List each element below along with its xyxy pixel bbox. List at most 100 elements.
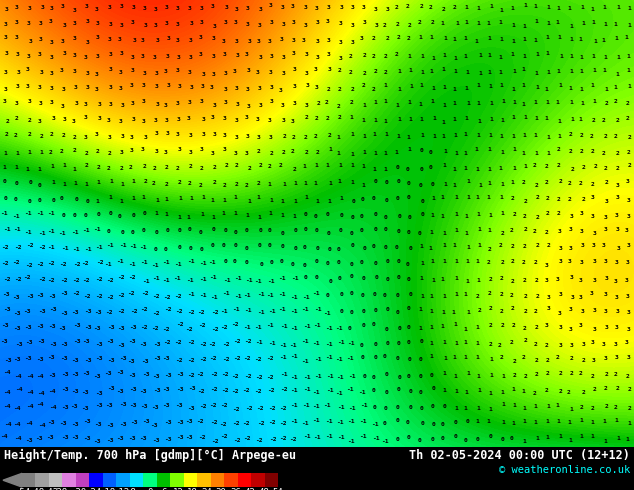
Text: 1: 1 bbox=[211, 215, 215, 221]
Text: -3: -3 bbox=[60, 356, 68, 362]
Text: 3: 3 bbox=[281, 22, 285, 27]
Text: -1: -1 bbox=[301, 421, 309, 426]
Text: 3: 3 bbox=[570, 275, 574, 280]
Text: 1: 1 bbox=[498, 71, 502, 75]
Text: 1: 1 bbox=[282, 182, 286, 187]
Text: -12: -12 bbox=[113, 488, 129, 490]
Text: 3: 3 bbox=[200, 20, 204, 25]
Text: 3: 3 bbox=[86, 71, 90, 75]
Text: 0: 0 bbox=[406, 181, 410, 186]
Text: 2: 2 bbox=[533, 260, 537, 265]
Text: -1: -1 bbox=[96, 245, 103, 250]
Text: -2: -2 bbox=[255, 438, 262, 443]
Text: 3: 3 bbox=[120, 23, 124, 28]
Text: 2: 2 bbox=[305, 115, 309, 120]
Text: 2: 2 bbox=[489, 276, 493, 282]
Text: 3: 3 bbox=[593, 327, 597, 332]
Text: 1: 1 bbox=[476, 259, 479, 265]
Text: 3: 3 bbox=[84, 115, 87, 120]
Text: 0: 0 bbox=[304, 227, 307, 232]
Text: 3: 3 bbox=[304, 24, 307, 28]
Bar bbox=[197, 473, 210, 487]
Text: 48: 48 bbox=[259, 488, 269, 490]
Text: -1: -1 bbox=[290, 343, 297, 348]
Text: 1: 1 bbox=[536, 85, 540, 90]
Text: 0: 0 bbox=[178, 228, 181, 233]
Text: 3: 3 bbox=[626, 355, 630, 360]
Text: 1: 1 bbox=[556, 21, 560, 25]
Text: 3: 3 bbox=[155, 101, 159, 106]
Text: 1: 1 bbox=[269, 198, 273, 203]
Text: 0: 0 bbox=[210, 244, 214, 248]
Text: 0: 0 bbox=[164, 247, 167, 252]
Text: 0: 0 bbox=[430, 373, 434, 378]
Text: 3: 3 bbox=[304, 52, 308, 57]
Text: 1: 1 bbox=[453, 322, 456, 327]
Text: 3: 3 bbox=[95, 7, 99, 12]
Text: -3: -3 bbox=[128, 437, 136, 441]
Text: -2: -2 bbox=[36, 262, 43, 267]
Text: -1: -1 bbox=[117, 259, 124, 264]
Text: 0: 0 bbox=[188, 246, 192, 251]
Text: -3: -3 bbox=[152, 374, 159, 379]
Text: -2: -2 bbox=[60, 278, 67, 283]
Text: 2: 2 bbox=[213, 165, 217, 170]
Text: 2: 2 bbox=[28, 118, 32, 123]
Text: -1: -1 bbox=[301, 307, 308, 312]
Text: 1: 1 bbox=[257, 215, 261, 220]
Text: 3: 3 bbox=[189, 133, 193, 138]
Text: 1: 1 bbox=[521, 83, 525, 88]
Text: 3: 3 bbox=[86, 19, 90, 24]
Text: 1: 1 bbox=[418, 102, 422, 107]
Text: -3: -3 bbox=[117, 370, 124, 375]
Text: 2: 2 bbox=[188, 181, 191, 186]
Text: 1: 1 bbox=[535, 436, 539, 441]
Text: 1: 1 bbox=[475, 39, 479, 45]
Text: 0: 0 bbox=[397, 179, 401, 184]
Text: -3: -3 bbox=[70, 404, 77, 409]
Text: 1: 1 bbox=[488, 167, 491, 172]
Text: 1: 1 bbox=[453, 243, 456, 248]
Text: -1: -1 bbox=[36, 211, 44, 216]
Text: -2: -2 bbox=[231, 322, 239, 327]
Text: 2: 2 bbox=[489, 306, 493, 311]
Text: 0: 0 bbox=[361, 323, 365, 328]
Text: 3: 3 bbox=[292, 100, 296, 106]
Text: 2: 2 bbox=[579, 371, 583, 376]
Text: -2: -2 bbox=[243, 356, 250, 361]
Text: 3: 3 bbox=[245, 87, 249, 92]
Text: 2: 2 bbox=[395, 52, 399, 57]
Text: 3: 3 bbox=[96, 54, 100, 59]
Text: 2: 2 bbox=[487, 260, 491, 265]
Text: -1: -1 bbox=[313, 323, 320, 328]
Text: -3: -3 bbox=[82, 371, 89, 376]
Text: -2: -2 bbox=[244, 339, 252, 344]
Text: 1: 1 bbox=[476, 83, 480, 88]
Text: 1: 1 bbox=[384, 151, 387, 156]
Text: 1: 1 bbox=[442, 67, 446, 72]
Text: 2: 2 bbox=[591, 182, 595, 187]
Text: -2: -2 bbox=[162, 327, 170, 332]
Text: 3: 3 bbox=[141, 54, 145, 59]
Text: 1: 1 bbox=[429, 309, 432, 314]
Text: 0: 0 bbox=[406, 419, 410, 424]
Text: 3: 3 bbox=[133, 38, 136, 43]
Text: -1: -1 bbox=[93, 226, 100, 232]
Text: 2: 2 bbox=[418, 20, 422, 25]
Text: 2: 2 bbox=[386, 36, 390, 41]
Text: 2: 2 bbox=[533, 163, 536, 168]
Text: 1: 1 bbox=[464, 21, 468, 25]
Text: 6: 6 bbox=[162, 488, 167, 490]
Text: 1: 1 bbox=[453, 374, 457, 379]
Text: 0: 0 bbox=[384, 327, 388, 332]
Text: 1: 1 bbox=[453, 70, 457, 74]
Text: -2: -2 bbox=[223, 357, 230, 362]
Text: 1: 1 bbox=[533, 133, 537, 138]
Text: -2: -2 bbox=[127, 291, 134, 296]
Text: 0: 0 bbox=[385, 277, 389, 282]
Text: 3: 3 bbox=[223, 116, 226, 121]
Text: 1: 1 bbox=[533, 38, 537, 43]
Text: 3: 3 bbox=[593, 231, 597, 236]
Text: -3: -3 bbox=[4, 307, 11, 312]
Text: 42: 42 bbox=[244, 488, 255, 490]
